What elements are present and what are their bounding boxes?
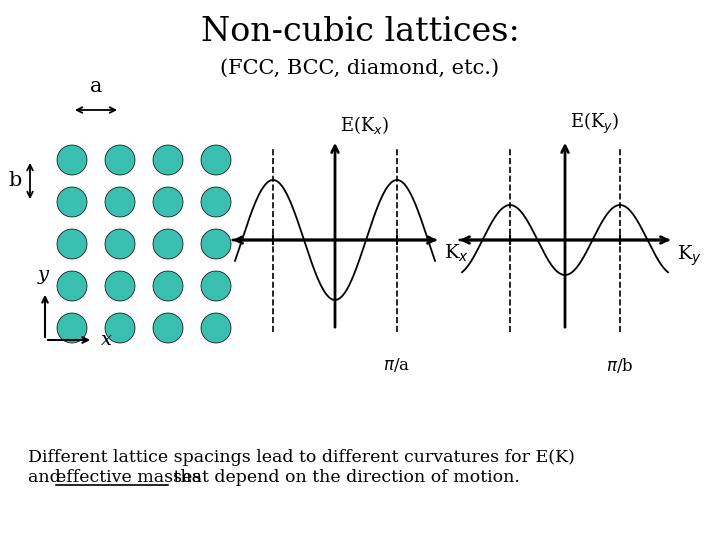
Text: E(K$_x$): E(K$_x$) [340,114,390,136]
Ellipse shape [57,271,87,301]
Text: Different lattice spacings lead to different curvatures for E(K): Different lattice spacings lead to diffe… [28,449,575,465]
Ellipse shape [201,145,231,175]
Text: $\pi$/a: $\pi$/a [384,356,410,374]
Ellipse shape [105,271,135,301]
Ellipse shape [201,271,231,301]
Ellipse shape [201,229,231,259]
Ellipse shape [105,145,135,175]
Ellipse shape [153,145,183,175]
Ellipse shape [57,313,87,343]
Text: (FCC, BCC, diamond, etc.): (FCC, BCC, diamond, etc.) [220,58,500,78]
Text: and: and [28,469,66,487]
Ellipse shape [153,187,183,217]
Text: b: b [9,172,22,191]
Text: y: y [37,266,48,284]
Ellipse shape [57,145,87,175]
Text: Non-cubic lattices:: Non-cubic lattices: [201,16,519,48]
Ellipse shape [201,187,231,217]
Ellipse shape [105,187,135,217]
Text: that depend on the direction of motion.: that depend on the direction of motion. [168,469,520,487]
Text: K$_y$: K$_y$ [677,243,702,267]
Text: effective masses: effective masses [56,469,202,487]
Ellipse shape [153,271,183,301]
Text: E(K$_y$): E(K$_y$) [570,111,619,136]
Text: a: a [90,77,102,96]
Ellipse shape [153,229,183,259]
Ellipse shape [201,313,231,343]
Text: K$_x$: K$_x$ [444,243,469,264]
Ellipse shape [105,313,135,343]
Ellipse shape [153,313,183,343]
Ellipse shape [57,229,87,259]
Ellipse shape [105,229,135,259]
Ellipse shape [57,187,87,217]
Text: x: x [101,331,112,349]
Text: $\pi$/b: $\pi$/b [606,356,634,375]
